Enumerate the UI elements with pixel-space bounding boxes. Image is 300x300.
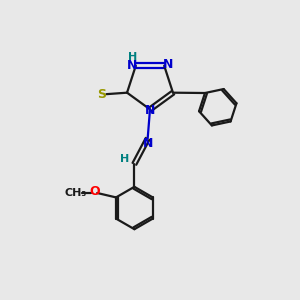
Text: N: N (142, 137, 153, 150)
Text: O: O (89, 185, 100, 198)
Text: H: H (128, 52, 137, 62)
Text: S: S (98, 88, 106, 101)
Text: CH₃: CH₃ (64, 188, 87, 198)
Text: H: H (120, 154, 130, 164)
Text: N: N (145, 104, 155, 117)
Text: N: N (127, 59, 137, 72)
Text: N: N (163, 58, 173, 71)
